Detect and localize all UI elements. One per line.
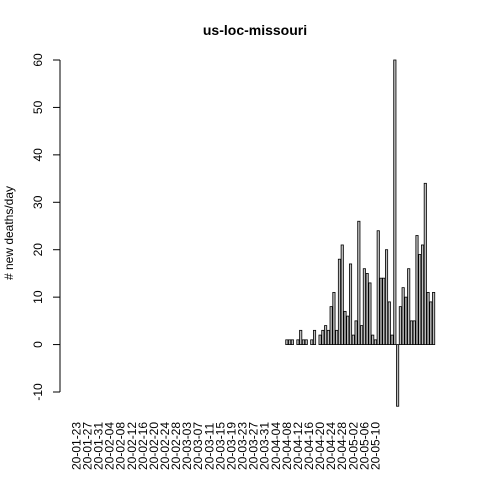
- bar: [347, 316, 349, 344]
- bar: [396, 345, 398, 407]
- bars: [286, 60, 435, 406]
- bar: [324, 326, 326, 345]
- bar: [344, 311, 346, 344]
- bar: [286, 340, 288, 345]
- bar: [366, 273, 368, 344]
- bar: [369, 283, 371, 345]
- bar: [333, 292, 335, 344]
- bar: [330, 307, 332, 345]
- bar: [419, 254, 421, 344]
- y-tick-label: 10: [31, 290, 45, 304]
- bar: [394, 60, 396, 345]
- bar: [413, 321, 415, 345]
- bar: [311, 340, 313, 345]
- bar: [432, 292, 434, 344]
- bar: [360, 326, 362, 345]
- bar: [372, 335, 374, 344]
- y-axis: -10 0 10 20 30 40 50 60: [31, 53, 60, 401]
- y-tick-label: 20: [31, 243, 45, 257]
- bar: [385, 250, 387, 345]
- bar: [380, 278, 382, 344]
- bar: [327, 330, 329, 344]
- bar: [319, 335, 321, 344]
- bar: [405, 297, 407, 344]
- bar: [416, 235, 418, 344]
- bar: [430, 302, 432, 345]
- chart-title: us-loc-missouri: [203, 22, 307, 38]
- bar: [338, 259, 340, 344]
- bar: [424, 183, 426, 344]
- bar: [363, 269, 365, 345]
- y-tick-label: 40: [31, 148, 45, 162]
- bar: [313, 330, 315, 344]
- bar: [388, 302, 390, 345]
- bar: [352, 335, 354, 344]
- bar: [291, 340, 293, 345]
- bar: [383, 278, 385, 344]
- bar: [399, 307, 401, 345]
- bar: [421, 245, 423, 345]
- bar: [410, 321, 412, 345]
- bar: [288, 340, 290, 345]
- x-axis: 20-01-2320-01-2720-01-3120-02-0420-02-08…: [69, 422, 382, 470]
- bar: [336, 330, 338, 344]
- bar: [305, 340, 307, 345]
- bar: [374, 340, 376, 345]
- bar: [322, 330, 324, 344]
- bar: [391, 335, 393, 344]
- bar: [402, 288, 404, 345]
- bar: [302, 340, 304, 345]
- y-tick-label: -10: [31, 383, 45, 401]
- bar: [300, 330, 302, 344]
- y-tick-label: 50: [31, 100, 45, 114]
- bar: [377, 231, 379, 345]
- bar: [297, 340, 299, 345]
- y-tick-label: 60: [31, 53, 45, 67]
- bar: [355, 321, 357, 345]
- bar: [341, 245, 343, 345]
- y-tick-label: 0: [31, 341, 45, 348]
- bar: [358, 221, 360, 344]
- y-tick-label: 30: [31, 195, 45, 209]
- x-tick-label: 20-05-10: [368, 422, 382, 470]
- bar: [408, 269, 410, 345]
- bar: [427, 292, 429, 344]
- bar: [349, 264, 351, 345]
- y-axis-label: # new deaths/day: [2, 186, 16, 280]
